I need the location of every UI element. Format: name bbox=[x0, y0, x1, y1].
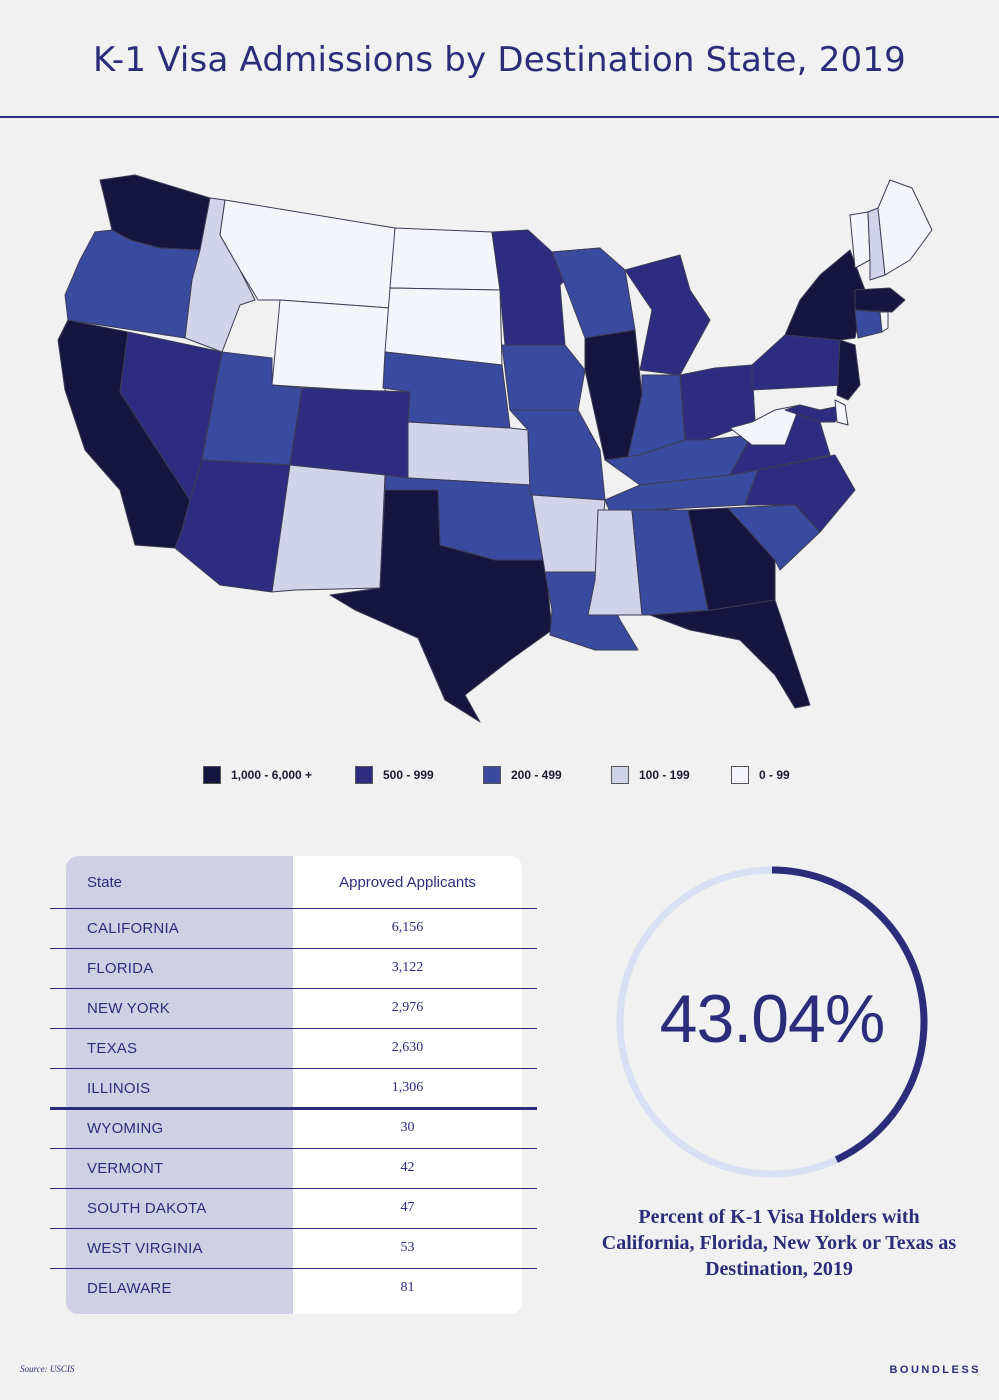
state-ct bbox=[854, 309, 883, 339]
legend-label: 0 - 99 bbox=[759, 768, 790, 782]
table-row-state: VERMONT bbox=[87, 1160, 164, 1177]
map-legend: 1,000 - 6,000 + 500 - 999 200 - 499 100 … bbox=[0, 764, 999, 788]
percent-value: 43.04% bbox=[659, 981, 886, 1057]
legend-label: 1,000 - 6,000 + bbox=[231, 768, 313, 782]
table-row-state: NEW YORK bbox=[87, 1000, 171, 1017]
table-row-value: 47 bbox=[400, 1200, 415, 1215]
state-me bbox=[877, 179, 933, 276]
row-divider bbox=[50, 908, 537, 909]
table-row-value: 42 bbox=[400, 1160, 415, 1175]
state-ar bbox=[531, 494, 606, 573]
state-wy bbox=[271, 299, 391, 393]
brand-logo: BOUNDLESS bbox=[889, 1364, 981, 1376]
table-row-state: TEXAS bbox=[87, 1040, 138, 1057]
state-co bbox=[289, 387, 411, 479]
state-ms bbox=[587, 509, 643, 616]
row-divider bbox=[50, 1148, 537, 1149]
ring-caption: Percent of K-1 Visa Holders with Califor… bbox=[601, 1206, 957, 1280]
state-nd bbox=[389, 227, 501, 291]
row-divider bbox=[50, 1228, 537, 1229]
row-divider bbox=[50, 1268, 537, 1269]
state-nm bbox=[271, 464, 386, 593]
table-row-state: WYOMING bbox=[87, 1120, 164, 1137]
title-divider bbox=[0, 116, 999, 118]
legend-label: 200 - 499 bbox=[511, 768, 562, 782]
table-row-value: 30 bbox=[400, 1120, 415, 1135]
legend-item-200-499: 200 - 499 bbox=[483, 764, 562, 786]
table-row-value: 53 bbox=[400, 1240, 415, 1255]
page-title: K-1 Visa Admissions by Destination State… bbox=[92, 40, 907, 80]
table-row-state: DELAWARE bbox=[87, 1280, 172, 1297]
table-row-value: 1,306 bbox=[391, 1080, 424, 1095]
row-divider bbox=[50, 1028, 537, 1029]
table-row-state: ILLINOIS bbox=[87, 1080, 151, 1097]
table-row-value: 3,122 bbox=[391, 960, 424, 975]
legend-item-500-999: 500 - 999 bbox=[355, 764, 434, 786]
state-wi bbox=[551, 247, 636, 339]
legend-item-0-99: 0 - 99 bbox=[731, 764, 790, 786]
table-row-value: 81 bbox=[400, 1280, 415, 1295]
state-column-background bbox=[66, 856, 293, 1314]
state-nj bbox=[836, 339, 861, 401]
table-row-state: WEST VIRGINIA bbox=[87, 1240, 203, 1257]
column-header-approved: Approved Applicants bbox=[339, 874, 476, 891]
table-row-value: 6,156 bbox=[391, 920, 424, 935]
state-pa bbox=[751, 334, 846, 391]
table-row-value: 2,976 bbox=[391, 1000, 424, 1015]
table-row-state: CALIFORNIA bbox=[87, 920, 180, 937]
state-mi bbox=[624, 254, 711, 376]
ring-progress-arc bbox=[771, 866, 928, 1163]
source-note: Source: USCIS bbox=[20, 1364, 75, 1374]
column-header-state: State bbox=[87, 874, 123, 891]
state-ri bbox=[879, 311, 889, 333]
state-ny bbox=[784, 249, 866, 341]
state-ia bbox=[501, 344, 586, 411]
state-ma bbox=[854, 287, 906, 313]
row-divider bbox=[50, 988, 537, 989]
legend-label: 100 - 199 bbox=[639, 768, 690, 782]
table-row-state: FLORIDA bbox=[87, 960, 154, 977]
state-fl bbox=[649, 599, 811, 709]
us-choropleth-map bbox=[57, 174, 933, 723]
table-row-state: SOUTH DAKOTA bbox=[87, 1200, 207, 1217]
legend-swatch bbox=[355, 766, 373, 784]
state-tx bbox=[329, 489, 553, 723]
applicants-table: State Approved Applicants bbox=[66, 856, 522, 1314]
legend-swatch bbox=[483, 766, 501, 784]
legend-item-1000-plus: 1,000 - 6,000 + bbox=[203, 764, 312, 786]
row-divider bbox=[50, 948, 537, 949]
legend-swatch bbox=[203, 766, 221, 784]
legend-swatch bbox=[611, 766, 629, 784]
state-ks bbox=[407, 421, 531, 486]
row-divider bbox=[50, 1068, 537, 1069]
percent-ring bbox=[616, 866, 928, 1178]
legend-label: 500 - 999 bbox=[383, 768, 434, 782]
state-nh bbox=[867, 207, 886, 281]
legend-swatch bbox=[731, 766, 749, 784]
row-divider bbox=[50, 1188, 537, 1189]
row-divider bbox=[50, 1107, 537, 1110]
table-row-value: 2,630 bbox=[391, 1040, 424, 1055]
legend-item-100-199: 100 - 199 bbox=[611, 764, 690, 786]
state-de bbox=[834, 399, 849, 426]
